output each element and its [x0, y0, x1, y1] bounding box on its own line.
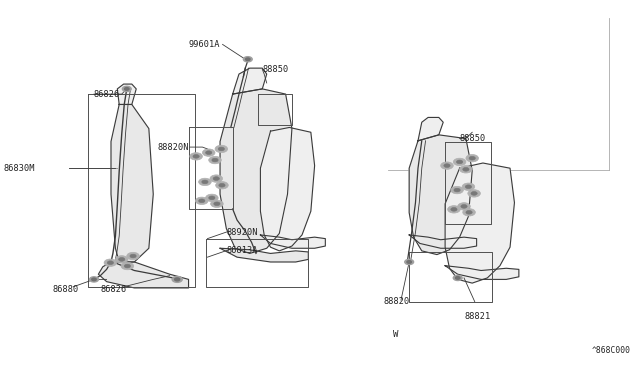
Circle shape: [212, 158, 218, 162]
Circle shape: [456, 277, 460, 279]
Polygon shape: [418, 118, 444, 141]
Polygon shape: [233, 68, 267, 94]
Circle shape: [404, 259, 413, 264]
Circle shape: [122, 86, 131, 92]
Circle shape: [205, 194, 218, 202]
Circle shape: [104, 259, 116, 266]
Text: W: W: [393, 330, 398, 340]
Circle shape: [210, 175, 223, 182]
Circle shape: [121, 262, 134, 270]
Circle shape: [130, 254, 136, 258]
Circle shape: [469, 156, 476, 160]
Circle shape: [92, 278, 96, 281]
Polygon shape: [445, 163, 515, 283]
Circle shape: [216, 182, 228, 189]
Circle shape: [466, 154, 479, 162]
Circle shape: [124, 264, 131, 268]
Text: 88850: 88850: [460, 134, 486, 143]
Circle shape: [407, 261, 412, 263]
Text: 86826: 86826: [100, 285, 127, 294]
Text: 88920N: 88920N: [227, 228, 258, 237]
Circle shape: [198, 199, 205, 203]
Circle shape: [471, 192, 477, 195]
Circle shape: [118, 257, 125, 261]
Polygon shape: [99, 262, 189, 288]
Polygon shape: [117, 84, 136, 105]
Circle shape: [202, 180, 208, 184]
Circle shape: [461, 205, 467, 208]
Circle shape: [441, 162, 453, 169]
Circle shape: [451, 208, 457, 211]
Circle shape: [172, 276, 182, 282]
Circle shape: [90, 277, 99, 282]
Circle shape: [127, 252, 140, 260]
Circle shape: [209, 156, 221, 164]
Text: 86826: 86826: [94, 90, 120, 99]
Circle shape: [115, 256, 128, 263]
Circle shape: [215, 145, 228, 153]
Circle shape: [219, 183, 225, 187]
Text: 88820N: 88820N: [157, 142, 189, 151]
Text: 86813A: 86813A: [227, 246, 258, 255]
Text: 88821: 88821: [464, 312, 490, 321]
Circle shape: [202, 149, 215, 156]
Circle shape: [195, 197, 208, 205]
Text: 99601A: 99601A: [189, 40, 220, 49]
Circle shape: [458, 203, 470, 210]
Circle shape: [213, 177, 220, 180]
Polygon shape: [220, 89, 292, 253]
Polygon shape: [111, 105, 153, 262]
Polygon shape: [409, 235, 477, 248]
Circle shape: [190, 153, 202, 160]
Circle shape: [456, 160, 463, 164]
Circle shape: [211, 200, 223, 208]
Circle shape: [246, 58, 250, 61]
Text: 88820: 88820: [384, 297, 410, 306]
Circle shape: [205, 151, 212, 154]
Circle shape: [444, 164, 450, 167]
Circle shape: [468, 190, 481, 197]
Circle shape: [243, 57, 252, 62]
Circle shape: [451, 186, 463, 194]
Circle shape: [209, 196, 215, 200]
Circle shape: [198, 178, 211, 186]
Circle shape: [465, 185, 472, 189]
Polygon shape: [445, 266, 519, 279]
Text: ^868C000: ^868C000: [592, 346, 631, 355]
Circle shape: [175, 278, 180, 281]
Circle shape: [214, 202, 220, 206]
Circle shape: [108, 261, 113, 264]
Circle shape: [454, 188, 460, 192]
Polygon shape: [220, 248, 308, 262]
Circle shape: [453, 275, 462, 280]
Text: 88850: 88850: [262, 65, 289, 74]
Text: 86880: 86880: [52, 285, 79, 294]
Circle shape: [463, 209, 476, 216]
Text: 86830M: 86830M: [4, 164, 35, 173]
Circle shape: [466, 211, 472, 214]
Circle shape: [460, 166, 472, 173]
Circle shape: [125, 87, 129, 90]
Circle shape: [218, 147, 225, 151]
Circle shape: [193, 154, 199, 158]
Circle shape: [453, 158, 466, 166]
Polygon shape: [260, 128, 315, 251]
Polygon shape: [409, 135, 472, 254]
Circle shape: [462, 183, 475, 190]
Circle shape: [463, 167, 469, 171]
Polygon shape: [260, 235, 325, 248]
Circle shape: [447, 206, 460, 213]
